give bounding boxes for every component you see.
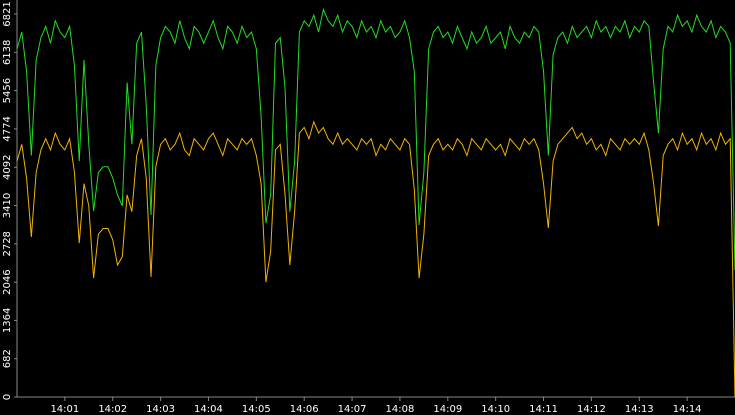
y-tick-label: 2728 — [2, 231, 13, 256]
y-tick-label: 4092 — [2, 154, 13, 179]
y-tick-label: 4774 — [2, 116, 13, 141]
x-tick-label: 14:04 — [194, 404, 223, 415]
x-tick-label: 14:06 — [290, 404, 319, 415]
x-tick-label: 14:14 — [673, 404, 702, 415]
y-tick-label: 5456 — [2, 78, 13, 103]
x-tick-label: 14:08 — [386, 404, 415, 415]
x-tick-label: 14:03 — [146, 404, 175, 415]
x-tick-label: 14:07 — [338, 404, 367, 415]
y-tick-label: 682 — [2, 349, 13, 368]
x-tick-label: 14:12 — [577, 404, 606, 415]
x-tick-label: 14:11 — [529, 404, 558, 415]
series-line — [16, 7, 735, 270]
x-tick-label: 14:02 — [98, 404, 127, 415]
series-line — [16, 120, 735, 398]
y-tick-label: 3410 — [2, 193, 13, 218]
y-tick-label: 6138 — [2, 40, 13, 65]
y-tick-label: 2046 — [2, 269, 13, 294]
x-tick-label: 14:01 — [50, 404, 79, 415]
x-tick-label: 14:05 — [242, 404, 271, 415]
x-tick-label: 14:10 — [481, 404, 510, 415]
x-tick-label: 14:13 — [625, 404, 654, 415]
y-tick-label: 0 — [2, 394, 13, 400]
y-tick-label: 1364 — [2, 308, 13, 333]
y-tick-label: 6821 — [2, 1, 13, 26]
x-tick-label: 14:09 — [433, 404, 462, 415]
